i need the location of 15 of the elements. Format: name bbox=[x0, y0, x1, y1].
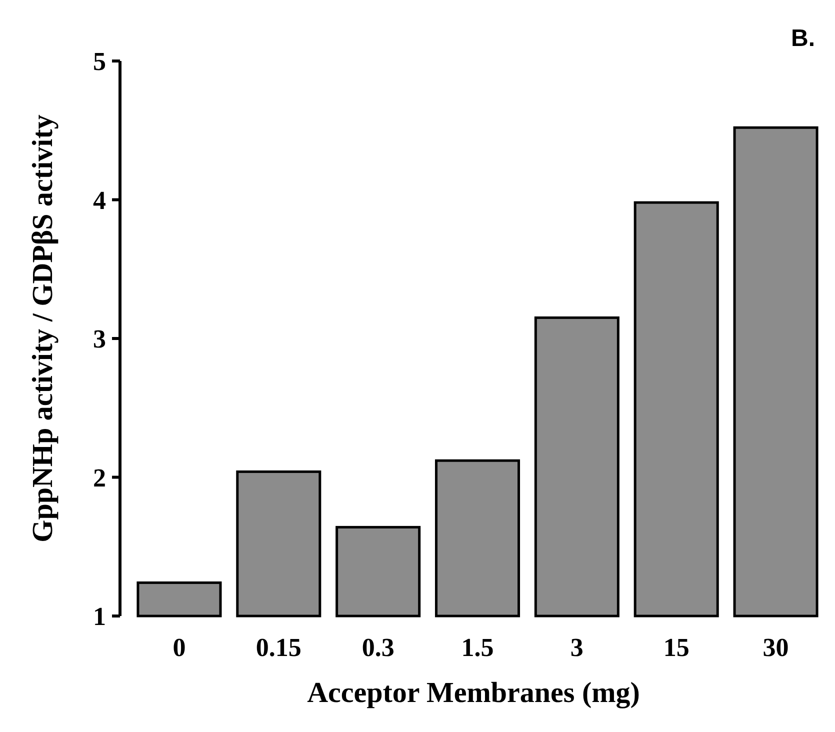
x-axis-title: Acceptor Membranes (mg) bbox=[307, 677, 640, 709]
y-tick-label: 2 bbox=[93, 463, 106, 492]
y-tick-label: 5 bbox=[93, 47, 106, 76]
y-axis-title: GppNHp activity / GDPβS activity bbox=[27, 114, 59, 542]
x-tick-label: 30 bbox=[762, 633, 789, 662]
x-tick-label: 15 bbox=[663, 633, 690, 662]
x-tick-label: 3 bbox=[570, 633, 584, 662]
x-tick-label: 0 bbox=[172, 633, 186, 662]
y-tick-label: 4 bbox=[93, 186, 106, 215]
x-tick-label: 1.5 bbox=[461, 633, 494, 662]
y-tick-label: 3 bbox=[93, 324, 106, 354]
x-tick-label: 0.15 bbox=[256, 633, 302, 662]
y-tick-label: 1 bbox=[93, 602, 106, 632]
chart-title: B. bbox=[791, 25, 815, 52]
x-tick-label: 0.3 bbox=[362, 633, 394, 662]
